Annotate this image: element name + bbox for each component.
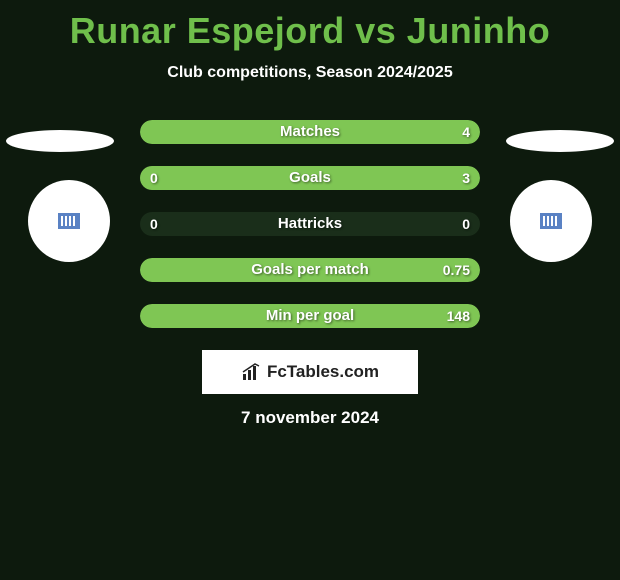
bar-value-right: 4 [462,120,470,144]
player-right-avatar [510,180,592,262]
page-title: Runar Espejord vs Juninho [0,0,620,52]
bar-label: Goals per match [140,258,480,282]
placeholder-icon [540,213,562,229]
bar-value-right: 0 [462,212,470,236]
stat-bar: Min per goal148 [140,304,480,328]
player-left-avatar [28,180,110,262]
player-right-shadow [506,130,614,152]
bar-value-left: 0 [150,166,158,190]
stat-bar: Goals0 3 [140,166,480,190]
bar-value-right: 3 [462,166,470,190]
player-left-shadow [6,130,114,152]
bar-value-right: 148 [447,304,470,328]
brand-chart-icon [241,362,261,382]
stat-bar: Hattricks0 0 [140,212,480,236]
bar-value-right: 0.75 [443,258,470,282]
bar-value-left: 0 [150,212,158,236]
stat-bar: Matches4 [140,120,480,144]
comparison-bars: Matches4Goals03Hattricks00Goals per matc… [140,120,480,328]
brand-text: FcTables.com [267,362,379,382]
bar-label: Min per goal [140,304,480,328]
bar-label: Goals [140,166,480,190]
subtitle: Club competitions, Season 2024/2025 [0,64,620,82]
date-text: 7 november 2024 [0,408,620,428]
brand-badge: FcTables.com [202,350,418,394]
bar-label: Hattricks [140,212,480,236]
stat-bar: Goals per match0.75 [140,258,480,282]
bar-label: Matches [140,120,480,144]
placeholder-icon [58,213,80,229]
